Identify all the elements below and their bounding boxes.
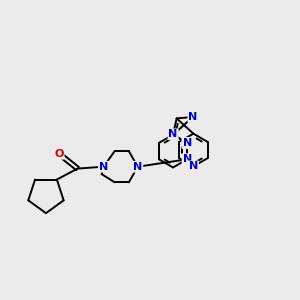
Text: N: N — [183, 154, 192, 164]
Text: N: N — [183, 138, 192, 148]
Text: N: N — [188, 112, 198, 122]
Text: N: N — [169, 129, 178, 140]
Text: O: O — [54, 149, 64, 159]
Text: N: N — [189, 161, 198, 171]
Text: N: N — [133, 162, 142, 172]
Text: N: N — [183, 138, 192, 148]
Text: N: N — [99, 162, 108, 172]
